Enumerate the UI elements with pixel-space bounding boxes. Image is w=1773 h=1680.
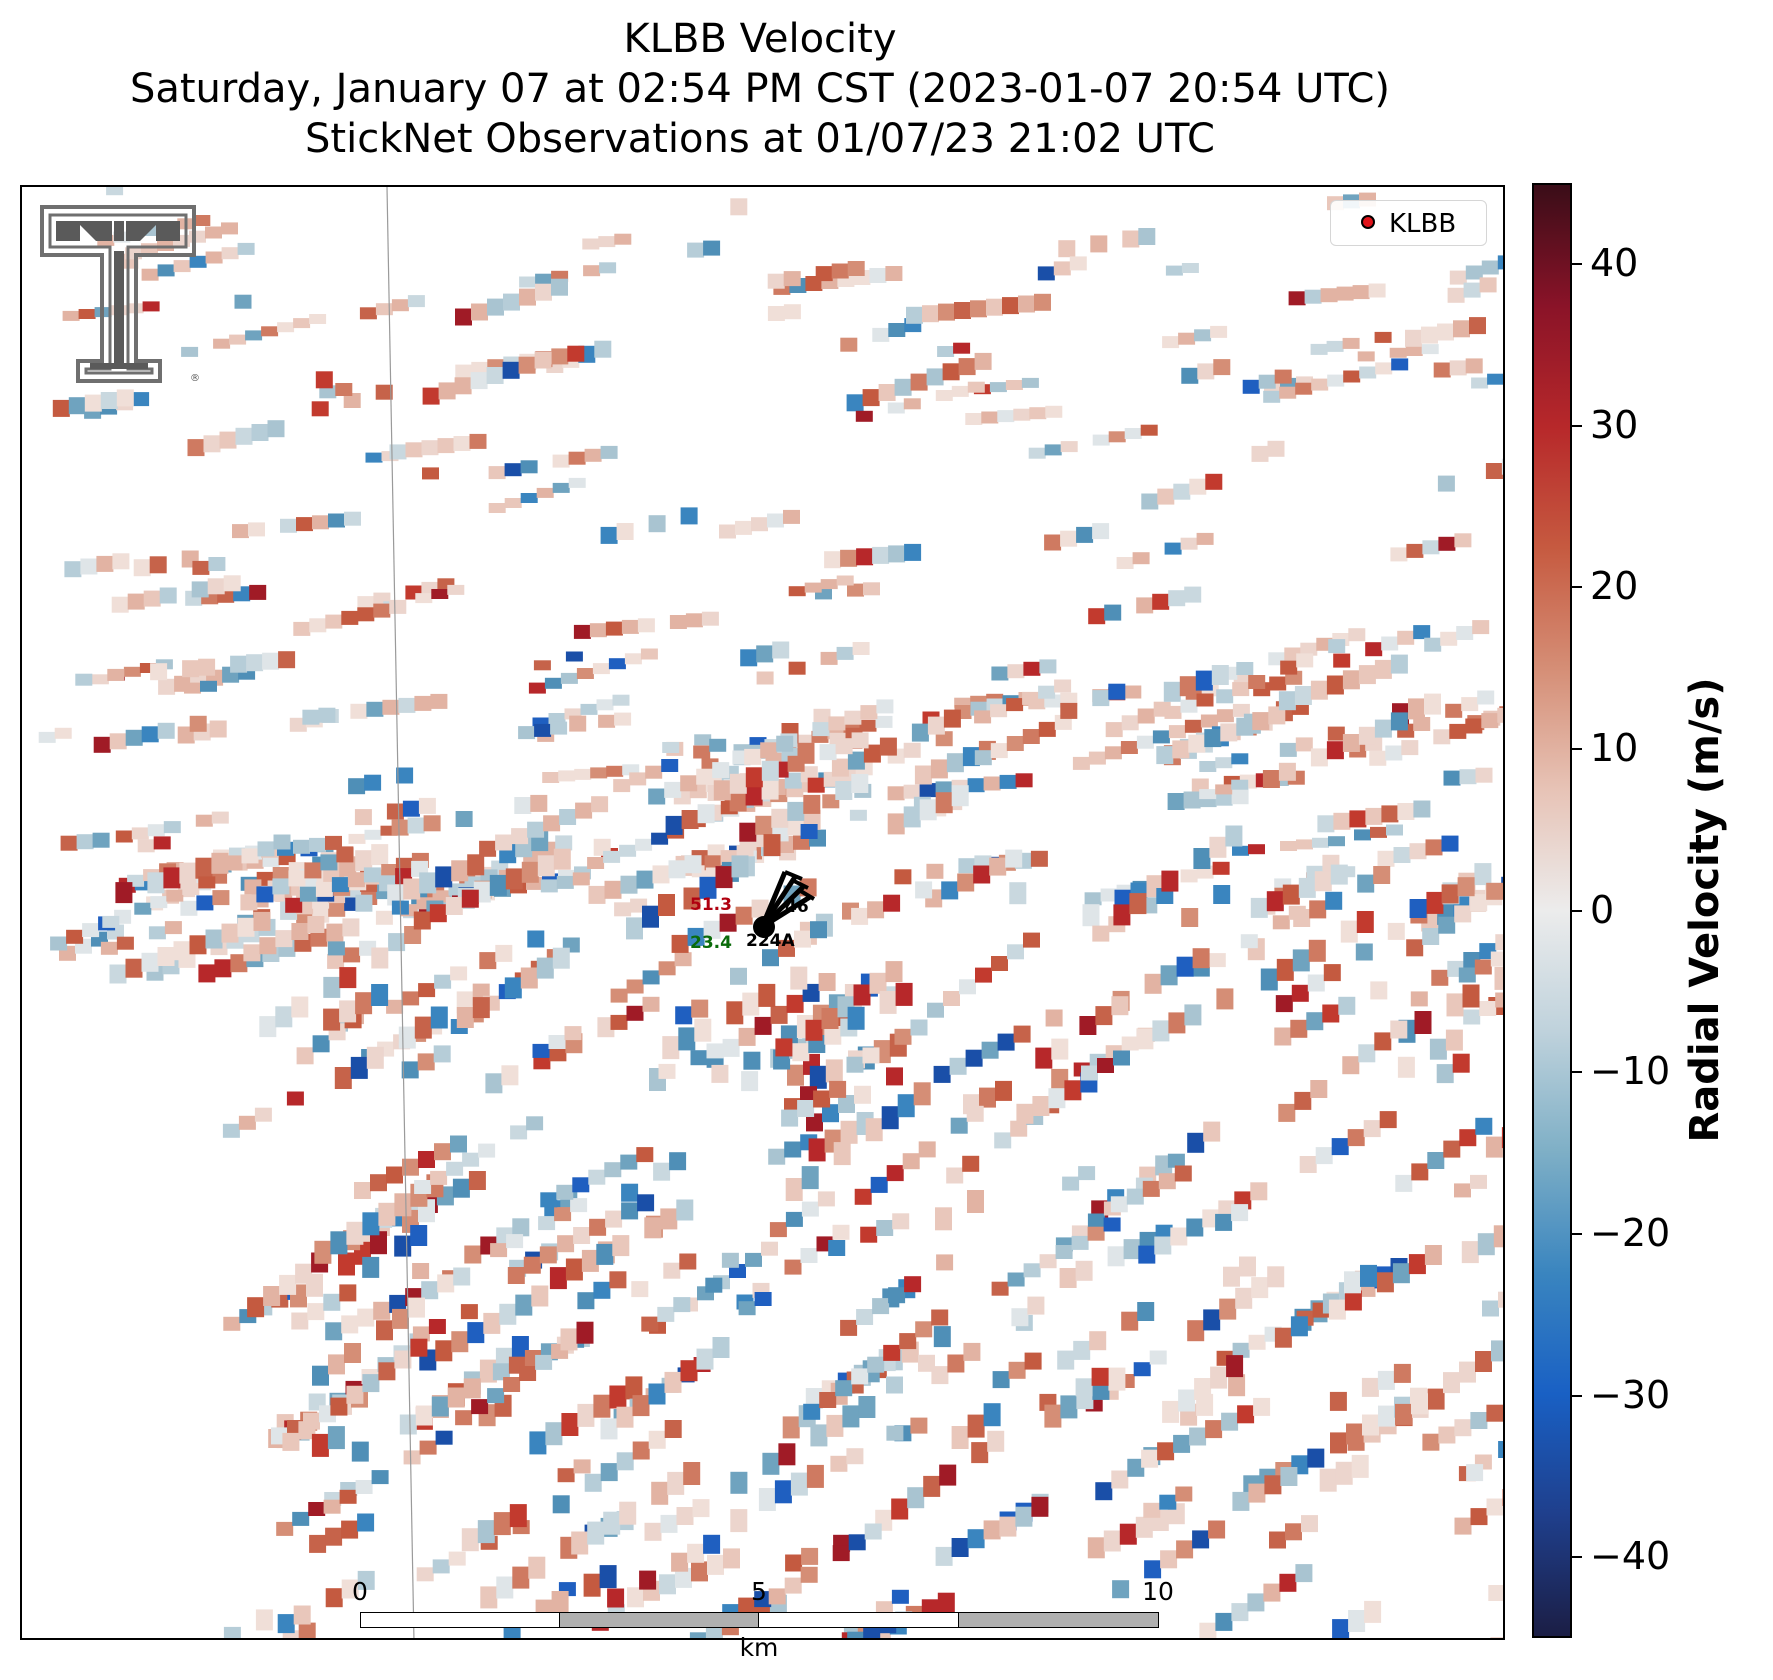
svg-text:®: ® <box>190 373 200 384</box>
scale-segment-1 <box>360 1612 560 1628</box>
colorbar-tick <box>1572 1556 1582 1559</box>
colorbar-tick-label: −30 <box>1590 1372 1671 1417</box>
colorbar-tick-label: 30 <box>1590 402 1639 447</box>
scale-label-5: 5 <box>751 1577 767 1606</box>
colorbar-tick-label: −20 <box>1590 1210 1671 1255</box>
station-pressure: 46 <box>785 897 809 917</box>
radar-velocity-field <box>38 187 1503 1638</box>
colorbar-tick <box>1572 909 1582 912</box>
title-line-2: Saturday, January 07 at 02:54 PM CST (20… <box>129 66 1391 112</box>
county-boundary-line <box>386 187 415 1638</box>
colorbar-tick-label: 10 <box>1590 725 1639 770</box>
texas-tech-logo-icon: ® <box>40 205 200 384</box>
scale-segment-2 <box>559 1612 759 1628</box>
scale-segment-4 <box>958 1612 1159 1628</box>
wind-barb-icon <box>753 870 816 938</box>
colorbar-title: Radial Velocity (m/s) <box>1682 677 1728 1143</box>
colorbar-tick-label: −40 <box>1590 1534 1671 1579</box>
scale-label-0: 0 <box>352 1577 368 1606</box>
colorbar-tick-label: −10 <box>1590 1049 1671 1094</box>
colorbar-tick-label: 0 <box>1590 887 1615 932</box>
title-block: KLBB Velocity Saturday, January 07 at 02… <box>0 14 1520 164</box>
scale-segment-3 <box>758 1612 959 1628</box>
colorbar-tick <box>1572 1232 1582 1235</box>
radar-site-marker-icon <box>1361 215 1375 229</box>
colorbar-tick <box>1572 424 1582 427</box>
colorbar-tick <box>1572 747 1582 750</box>
station-dewpoint: 23.4 <box>690 933 732 953</box>
colorbar-tick-label: 20 <box>1590 564 1639 609</box>
colorbar-tick <box>1572 586 1582 589</box>
colorbar-tick <box>1572 262 1582 265</box>
colorbar-tick-label: 40 <box>1590 240 1639 285</box>
scale-unit: km <box>739 1633 779 1662</box>
station-marker <box>753 916 775 938</box>
colorbar-tick <box>1572 1394 1582 1397</box>
legend-label: KLBB <box>1389 209 1457 239</box>
station-id: 224A <box>746 931 795 951</box>
colorbar <box>1532 183 1572 1638</box>
title-line-3: StickNet Observations at 01/07/23 21:02 … <box>305 116 1215 162</box>
station-temperature: 51.3 <box>690 895 732 915</box>
map-legend: KLBB <box>1330 200 1487 246</box>
scale-label-10: 10 <box>1142 1577 1174 1606</box>
colorbar-tick <box>1572 1071 1582 1074</box>
title-line-1: KLBB Velocity <box>623 16 897 62</box>
radar-map[interactable] <box>20 185 1505 1640</box>
